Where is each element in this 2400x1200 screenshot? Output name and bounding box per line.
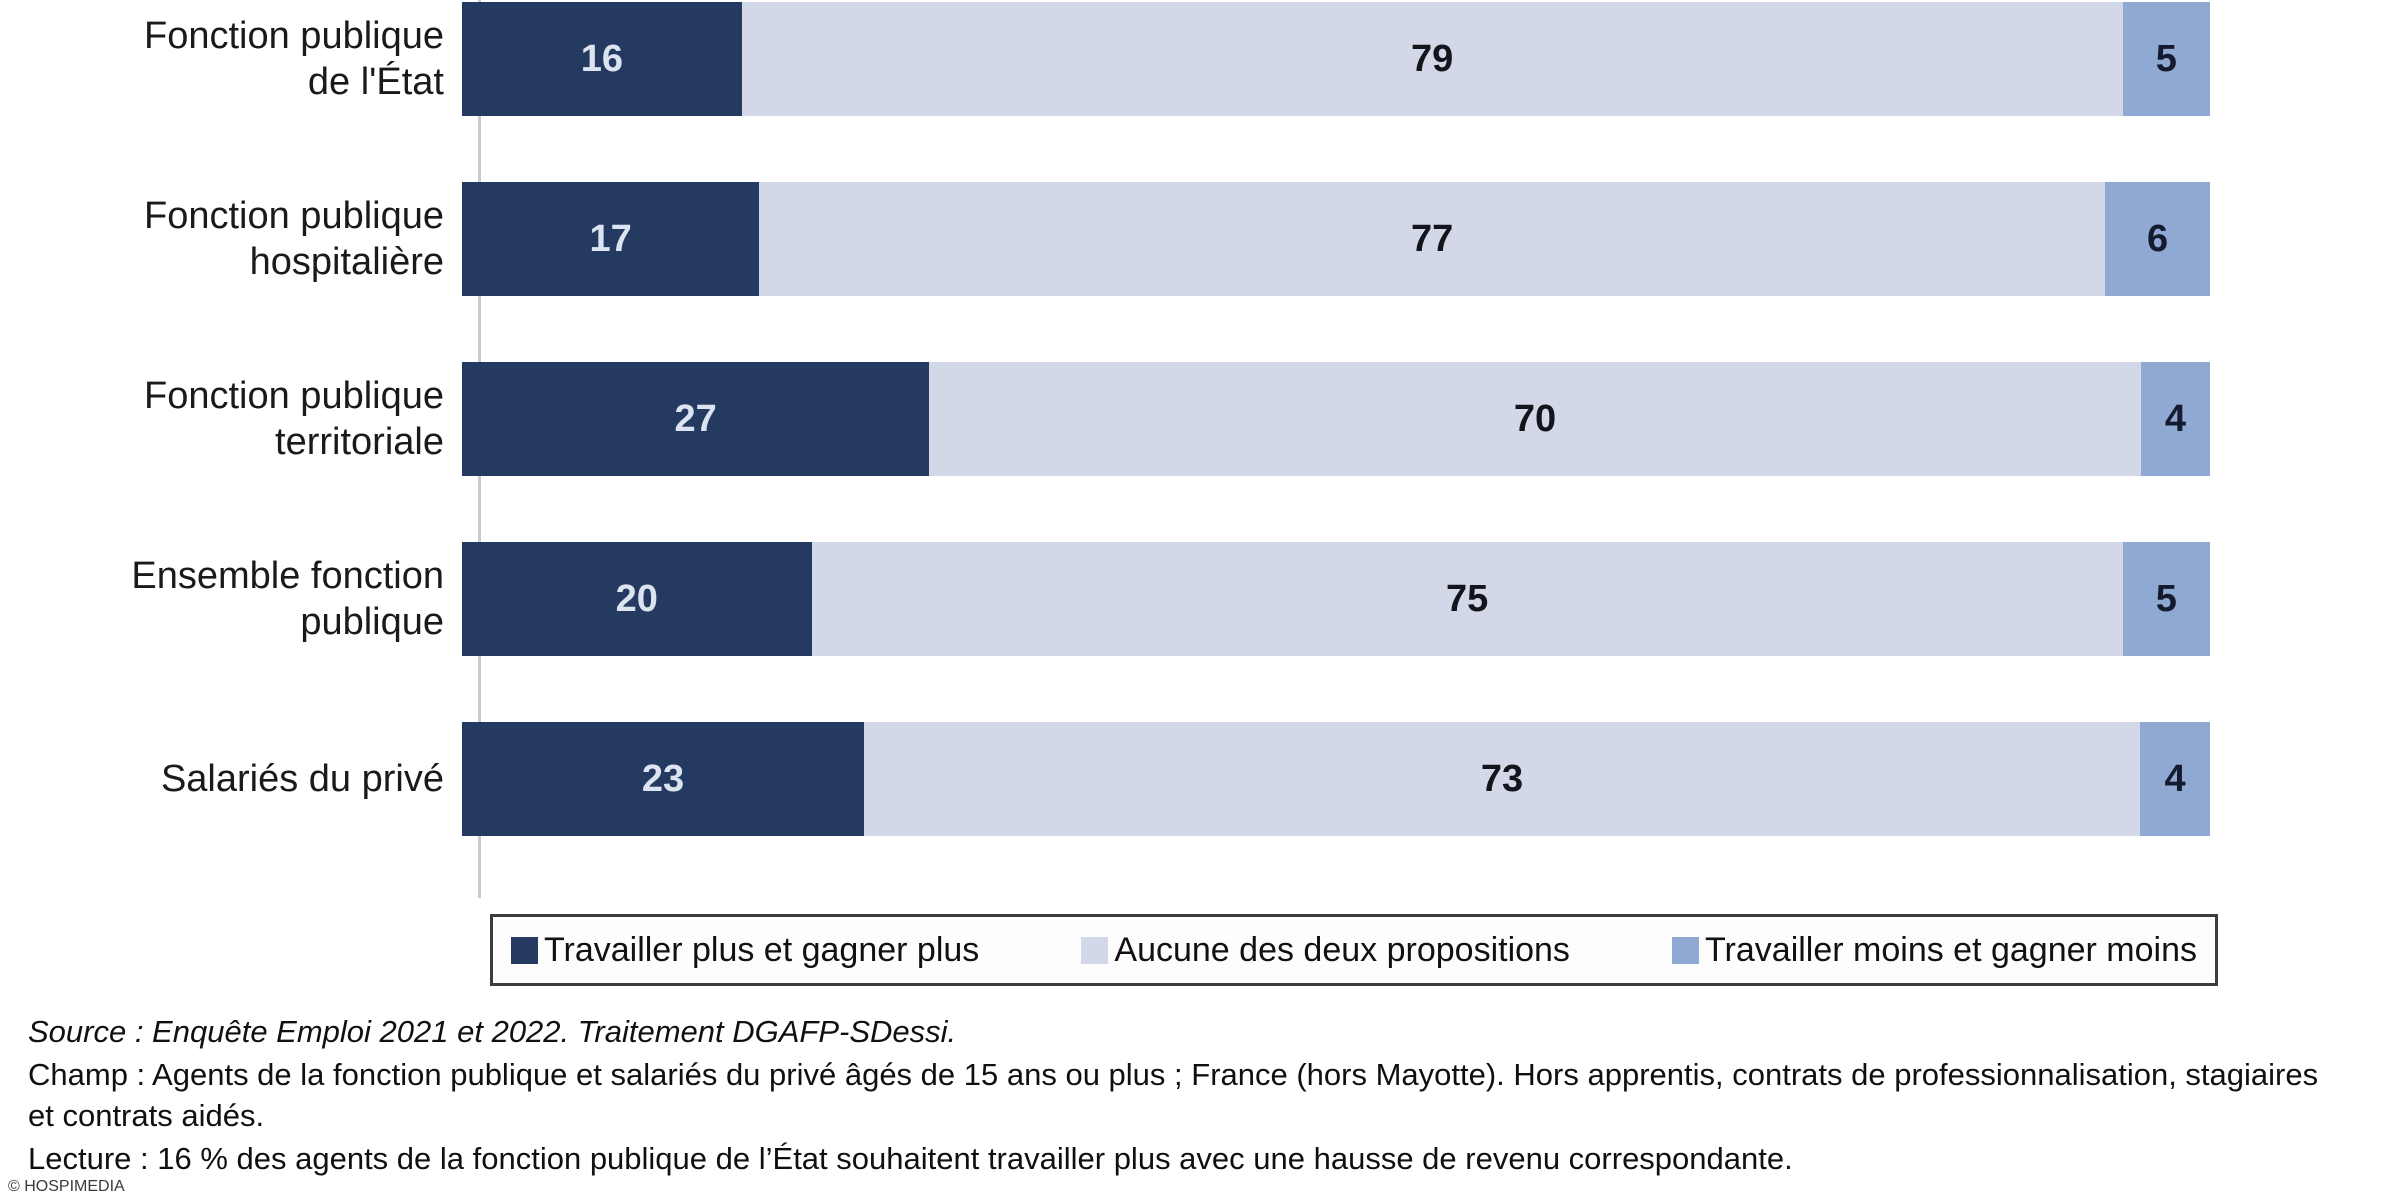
bar-segment: 4 bbox=[2140, 362, 2210, 476]
bar-segment: 70 bbox=[929, 362, 2141, 476]
source-note: Source : Enquête Emploi 2021 et 2022. Tr… bbox=[28, 1014, 957, 1049]
bar-value-label: 5 bbox=[2155, 577, 2177, 620]
bar-segment: 5 bbox=[2122, 2, 2211, 116]
bar-value-label: 79 bbox=[1411, 37, 1454, 80]
bar-stack: 23 73 4 bbox=[462, 722, 2211, 836]
bar-segment: 16 bbox=[462, 2, 742, 116]
legend-item: Aucune des deux propositions bbox=[1081, 931, 1570, 970]
bar-segment: 79 bbox=[741, 2, 2123, 116]
bar-value-label: 77 bbox=[1410, 217, 1454, 260]
bar-value-label: 70 bbox=[1513, 397, 1557, 440]
bar-stack: 17 77 6 bbox=[462, 182, 2210, 296]
legend-label: Travailler moins et gagner moins bbox=[1705, 930, 2197, 969]
bar-value-label: 75 bbox=[1445, 577, 1489, 620]
chart-notes: Source : Enquête Emploi 2021 et 2022. Tr… bbox=[28, 1012, 2338, 1180]
bar-value-label: 4 bbox=[2164, 397, 2186, 440]
copyright-label: © HOSPIMEDIA bbox=[8, 1178, 125, 1195]
bar-value-label: 73 bbox=[1480, 757, 1524, 800]
chart-row: Fonction publique hospitalière 17 77 6 bbox=[0, 182, 2400, 296]
bar-segment: 5 bbox=[2122, 542, 2210, 656]
legend-label: Travailler plus et gagner plus bbox=[544, 930, 980, 969]
bar-value-label: 16 bbox=[580, 37, 623, 80]
bar-segment: 75 bbox=[811, 542, 2123, 656]
bar-segment: 77 bbox=[759, 182, 2106, 296]
bar-segment: 6 bbox=[2105, 182, 2210, 296]
bar-segment: 27 bbox=[462, 362, 930, 476]
chart-row: Salariés du privé 23 73 4 bbox=[0, 722, 2400, 836]
legend-swatch-icon bbox=[1081, 936, 1109, 964]
champ-note: Champ : Agents de la fonction publique e… bbox=[28, 1056, 2319, 1133]
legend-swatch-icon bbox=[511, 936, 538, 964]
category-label: Fonction publique de l'État bbox=[144, 14, 444, 103]
bar-stack: 16 79 5 bbox=[462, 2, 2211, 116]
chart-row: Fonction publique territoriale 27 70 4 bbox=[0, 362, 2400, 476]
chart-row: Ensemble fonction publique 20 75 5 bbox=[0, 542, 2400, 656]
category-label: Ensemble fonction publique bbox=[131, 554, 444, 643]
bar-segment: 4 bbox=[2140, 722, 2211, 836]
bar-value-label: 6 bbox=[2146, 217, 2169, 260]
bar-value-label: 20 bbox=[615, 577, 658, 620]
legend-item: Travailler moins et gagner moins bbox=[1672, 931, 2197, 970]
bar-stack: 27 70 4 bbox=[462, 362, 2210, 476]
bar-segment: 73 bbox=[864, 722, 2141, 836]
bar-stack: 20 75 5 bbox=[462, 542, 2210, 656]
legend-swatch-icon bbox=[1672, 936, 1700, 964]
bar-value-label: 27 bbox=[674, 397, 717, 440]
chart-rows: Fonction publique de l'État 16 79 5 Fonction… bbox=[0, 0, 2400, 898]
category-label: Salariés du privé bbox=[160, 757, 444, 800]
bar-segment: 20 bbox=[462, 542, 812, 656]
chart-row: Fonction publique de l'État 16 79 5 bbox=[0, 2, 2400, 116]
bar-value-label: 5 bbox=[2155, 37, 2177, 80]
category-label: Fonction publique hospitalière bbox=[144, 194, 444, 283]
legend-item: Travailler plus et gagner plus bbox=[511, 931, 979, 970]
chart-legend: Travailler plus et gagner plus Aucune des… bbox=[490, 914, 2218, 986]
bar-segment: 17 bbox=[462, 182, 760, 296]
bar-value-label: 4 bbox=[2164, 757, 2186, 800]
bar-value-label: 23 bbox=[641, 757, 685, 800]
lecture-note: Lecture : 16 % des agents de la fonction… bbox=[28, 1140, 1793, 1176]
bar-value-label: 17 bbox=[589, 217, 632, 260]
legend-label: Aucune des deux propositions bbox=[1114, 930, 1570, 969]
category-label: Fonction publique territoriale bbox=[144, 374, 444, 463]
bar-segment: 23 bbox=[462, 722, 865, 836]
